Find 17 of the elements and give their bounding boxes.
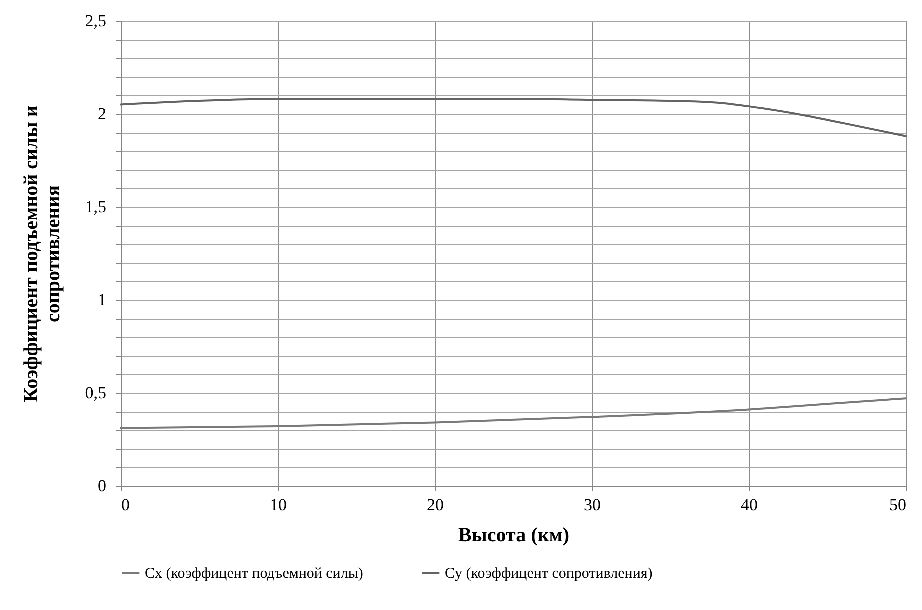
legend-label: Cy (коэффицент сопротивления): [445, 566, 653, 582]
y-tick-label: 0: [98, 476, 106, 496]
line-series: [120, 98, 907, 138]
y-tick-label: 1,5: [85, 198, 106, 216]
x-tick-label: 30: [584, 496, 601, 514]
x-axis-title: Высота (км): [458, 524, 570, 546]
x-tick-label: 10: [270, 496, 287, 514]
legend-label: Cx (коэффицент подъемной силы): [145, 566, 364, 582]
y-tick-label: 2,5: [85, 12, 106, 30]
x-tick-label: 40: [741, 496, 758, 514]
x-tick-label: 50: [890, 496, 906, 514]
y-tick-label: 1: [98, 290, 106, 310]
y-tick-label: 0,5: [85, 384, 106, 402]
x-tick-label: 20: [427, 496, 444, 514]
y-axis-title: Коэффициент подъемной силы и сопротивления: [20, 106, 64, 402]
x-tick-label: 0: [122, 496, 130, 514]
y-tick-label: 2: [98, 104, 106, 124]
